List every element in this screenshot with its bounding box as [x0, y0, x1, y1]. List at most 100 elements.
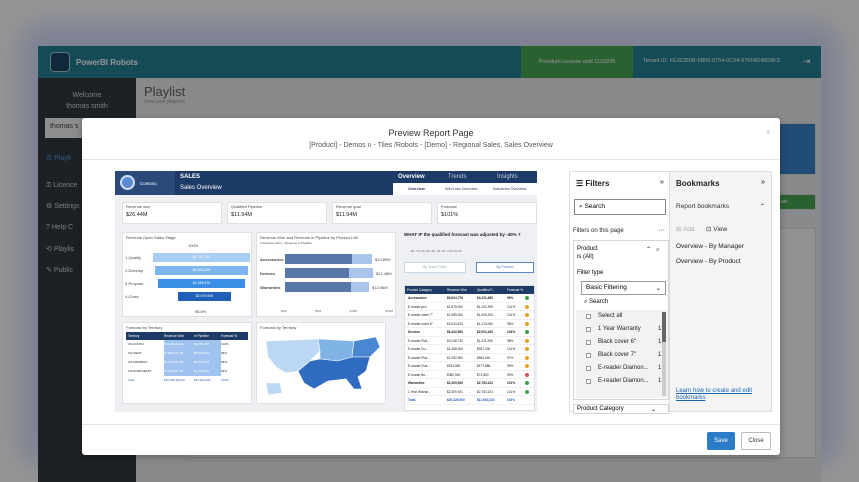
close-icon[interactable]: × — [766, 128, 771, 137]
by-product-button[interactable]: By Product — [476, 262, 534, 273]
whatif-scale[interactable]: -80 -70 -60 -50 -40 -30 -20 -10 0 10 20 — [410, 249, 462, 253]
checkbox[interactable] — [586, 366, 591, 371]
report-canvas[interactable]: Contoso SALES Sales Overview Overview Tr… — [115, 171, 537, 412]
collapse-filters-icon[interactable]: » — [660, 179, 664, 186]
chevron-up-icon[interactable]: ⌃ — [760, 204, 766, 210]
bar-won[interactable] — [285, 282, 351, 292]
table-cell: Total — [408, 398, 416, 402]
report-tab-trends[interactable]: Trends — [448, 174, 467, 180]
legend-item: Revenue Won — [262, 241, 282, 245]
subnav-overview[interactable]: Overview — [408, 187, 425, 191]
table-row[interactable]: E-reader Du... $1,488,000 $937,430 101% — [405, 345, 534, 354]
filters-pane: ☰ Filters » ⌕ Search Filters on this pag… — [569, 171, 669, 414]
funnel-bar[interactable]: $4,747,223 — [153, 253, 250, 262]
table-row[interactable]: E-reader Plat... $3,248,730 $1,211,289 98% — [405, 337, 534, 345]
table-row[interactable]: E-reader Bu... $380,940 $74,800 99% — [405, 371, 534, 379]
product-category-filter-card[interactable]: Product Category ⌄ — [573, 404, 669, 414]
bar-won[interactable] — [285, 268, 350, 278]
table-row[interactable]: E-reader cover 7" $1,989,000 $1,005,200 101… — [405, 311, 534, 320]
subnav-industries[interactable]: Industries Overview — [493, 187, 527, 191]
report-tab-insights[interactable]: Insights — [497, 174, 518, 180]
territory-body: US-SOUTH $13,234,612.00 $4,381,766 102% US-W… — [126, 340, 248, 385]
sidebar-item-playlist-history[interactable]: ⟲ Playlis — [46, 245, 136, 253]
bookmark-item[interactable]: Overview - By Manager — [676, 243, 744, 250]
checkbox[interactable] — [586, 340, 591, 345]
report-bookmarks-label[interactable]: Report bookmarks — [676, 203, 730, 210]
chevron-up-icon[interactable]: ⌃ — [646, 247, 652, 253]
history-icon: ⟲ — [46, 246, 54, 253]
map-region-south[interactable] — [297, 356, 371, 390]
table-cell: $3,248,730 — [447, 338, 463, 343]
sidebar-item-help[interactable]: ? Help C — [46, 224, 136, 231]
filter-option[interactable]: 1 Year Warranty 1 — [576, 323, 668, 336]
checkbox[interactable] — [586, 353, 591, 358]
table-row[interactable]: Total $26,438,922.00 $11,940,226 101% — [126, 376, 248, 385]
table-row[interactable]: E-reader cover 6" $2,043,420 $1,210,000 98% — [405, 320, 534, 328]
table-row[interactable]: US-NORTHEAST $1,958,822.00 $1,323,609 99% — [126, 367, 248, 376]
territory-map[interactable]: Forecast by Territory — [256, 322, 386, 404]
clear-filter-icon[interactable]: ⌀ — [656, 247, 660, 253]
sidebar-item-playlist[interactable]: ☰ Playli — [46, 154, 136, 162]
table-cell: 99% — [221, 351, 228, 355]
table-row[interactable]: US-SOUTH $13,234,612.00 $4,381,766 102% — [126, 340, 248, 349]
table-row[interactable]: E-reader Dua... $234,580 $177,888 99% — [405, 362, 534, 371]
view-bookmark-button[interactable]: ⊡ View — [706, 225, 727, 233]
map-region-northeast[interactable] — [351, 336, 381, 358]
add-bookmark-button[interactable]: ⊞ Add — [676, 225, 694, 233]
table-row[interactable]: Warranties $2,309,930 $2,783,224 101% — [405, 379, 534, 388]
filter-card-title: Product Category — [577, 406, 624, 412]
filter-inner-search[interactable]: ⌕ Search — [584, 299, 608, 306]
save-button[interactable]: Save — [707, 432, 735, 450]
collapse-bookmarks-icon[interactable]: » — [761, 179, 765, 186]
subnav-winloss[interactable]: Win/Loss Overview — [445, 187, 478, 191]
create-button[interactable]: ate — [772, 194, 816, 210]
sidebar-item-settings[interactable]: ⚙ Settings — [46, 202, 136, 210]
filter-option[interactable]: E-reader Diamon... 1 — [576, 375, 668, 388]
table-cell: $1,211,289 — [477, 338, 493, 343]
welcome-label: Welcome — [72, 92, 102, 99]
bar-pipeline[interactable] — [285, 268, 373, 278]
checkbox[interactable] — [586, 327, 591, 332]
bar-won[interactable] — [285, 254, 352, 264]
status-indicator-icon — [525, 389, 529, 394]
search-icon: ⌕ — [584, 299, 590, 305]
filter-option[interactable]: E-reader Diamon... 1 — [576, 362, 668, 375]
table-row[interactable]: US-WEST $7,866,270.00 $3,820,541 99% — [126, 349, 248, 358]
filter-option[interactable]: Black cover 6" 1 — [576, 336, 668, 349]
by-team-button[interactable]: By Team / User — [404, 262, 466, 273]
sidebar-item-licence[interactable]: ⚿ Licence — [46, 182, 136, 190]
table-row[interactable]: Total $20,426,900 $11,940,224 101% — [405, 396, 534, 405]
filters-search-input[interactable]: ⌕ Search — [574, 199, 666, 215]
learn-bookmarks-link[interactable]: Learn how to create and edit bookmarks — [676, 388, 753, 401]
filter-option[interactable]: Select all — [576, 310, 668, 323]
logout-icon[interactable]: ⇥ — [803, 56, 811, 66]
funnel-bar[interactable]: $2,679,906 — [178, 292, 231, 301]
scrollbar-thumb[interactable] — [662, 312, 666, 342]
map-region-alaska[interactable] — [265, 382, 283, 396]
filter-type-select[interactable]: Basic Filtering ⌄ — [581, 281, 666, 295]
table-cell: $4,221,369 — [477, 296, 493, 300]
kpi-value: $11.94M — [231, 212, 252, 218]
table-row[interactable]: Devices $6,492,560 $2,003,430 104% — [405, 328, 534, 337]
checkbox[interactable] — [586, 314, 591, 319]
close-button[interactable]: Close — [741, 432, 771, 450]
checkbox[interactable] — [586, 379, 591, 384]
table-row[interactable]: E-reader Plat... $1,052,960 $553,040 97% — [405, 354, 534, 362]
more-options-icon[interactable]: ··· — [658, 227, 665, 234]
bar-value: $12.48M — [376, 271, 392, 276]
bar-pipeline[interactable] — [285, 254, 372, 264]
scrollbar[interactable] — [662, 312, 666, 396]
sidebar-item-public[interactable]: ✎ Public — [46, 266, 136, 274]
funnel-stage-label: 2-Develop — [125, 268, 144, 273]
funnel-bar[interactable]: $4,168,970 — [158, 279, 245, 288]
funnel-bar[interactable]: $4,892,290 — [155, 266, 248, 275]
table-row[interactable]: 1 Year Warran... $2,309,931 $2,783,224 101% — [405, 388, 534, 396]
table-row[interactable]: US-MIDWEST $6,333,293.00 $2,619,878 98% — [126, 358, 248, 367]
bookmark-item[interactable]: Overview - By Product — [676, 258, 741, 265]
user-name: thomas smith — [66, 103, 108, 110]
table-row[interactable]: Accessories $9,624,776 $4,221,369 99% — [405, 294, 534, 303]
filter-option[interactable]: Black cover 7" 1 — [576, 349, 668, 362]
table-row[interactable]: E-reader pen $1,875,000 $1,102,399 101% — [405, 303, 534, 311]
report-tab-overview[interactable]: Overview — [398, 174, 425, 180]
bar-pipeline[interactable] — [285, 282, 369, 292]
